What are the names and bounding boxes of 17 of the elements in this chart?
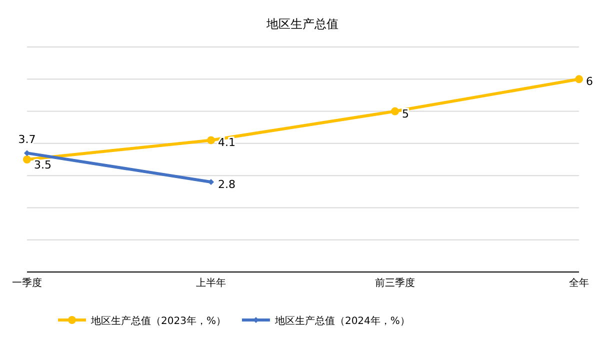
point — [575, 75, 583, 84]
point — [207, 136, 215, 144]
data-label: 5 — [402, 107, 409, 120]
data-label: 4.1 — [218, 136, 236, 150]
x-tick-label: 前三季度 — [375, 277, 415, 289]
point — [23, 156, 31, 164]
x-tick-label: 上半年 — [196, 277, 226, 289]
data-label: 3.7 — [18, 133, 36, 146]
title: 地区生产总值 — [266, 17, 338, 31]
legend-label: 地区生产总值（2023年，%） — [90, 315, 226, 327]
data-label: 6 — [586, 75, 593, 88]
legend-label: 地区生产总值（2024年，%） — [274, 315, 410, 327]
x-tick-label: 全年 — [569, 277, 589, 289]
data-label: 2.8 — [218, 178, 236, 191]
data-label: 3.5 — [34, 158, 52, 172]
x-tick-label: 一季度 — [12, 277, 42, 289]
point — [391, 107, 399, 116]
